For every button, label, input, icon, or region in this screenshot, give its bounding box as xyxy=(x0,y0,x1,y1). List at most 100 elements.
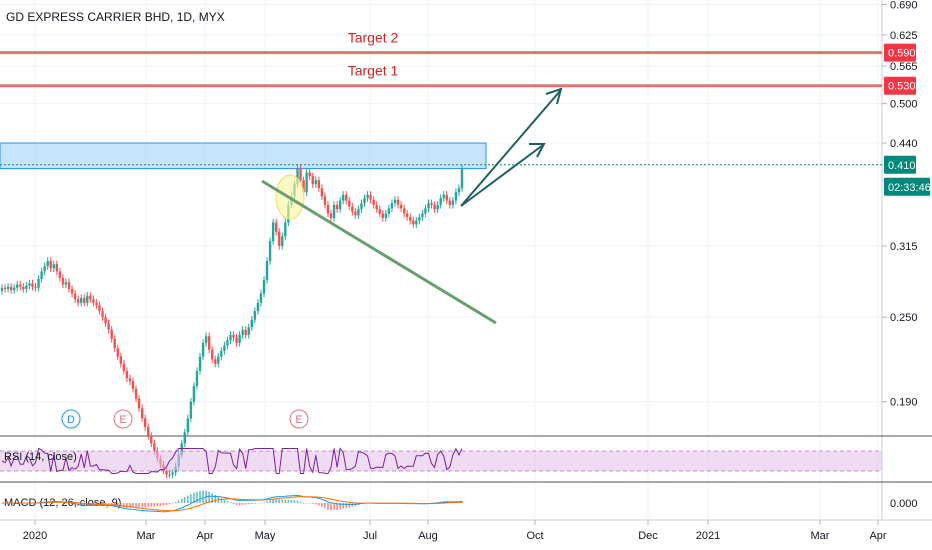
candle-body xyxy=(311,176,314,185)
macd-histogram-bar xyxy=(110,503,113,505)
macd-histogram-bar xyxy=(138,503,140,508)
candle-body xyxy=(0,287,4,291)
macd-histogram-bar xyxy=(187,495,189,503)
candle-body xyxy=(409,217,412,221)
macd-histogram-bar xyxy=(266,501,268,503)
candle-body xyxy=(308,172,311,177)
candle-body xyxy=(256,302,260,312)
candle-body xyxy=(43,266,46,272)
macd-histogram-bar xyxy=(226,501,229,503)
price-label-text: 0.590 xyxy=(888,48,916,60)
event-marker-label: D xyxy=(67,414,75,426)
candle-body xyxy=(34,286,37,288)
macd-histogram-bar xyxy=(174,501,177,503)
candle-body xyxy=(329,213,333,218)
candle-body xyxy=(244,329,247,335)
macd-histogram-bar xyxy=(244,503,247,505)
candle-body xyxy=(192,385,196,402)
macd-histogram-bar xyxy=(196,491,198,503)
macd-histogram-bar xyxy=(190,494,192,503)
candle-body xyxy=(259,293,263,303)
arrow-target-2[interactable] xyxy=(460,90,561,207)
candle-body xyxy=(143,418,147,428)
macd-histogram-bar xyxy=(165,503,168,506)
candle-body xyxy=(326,204,330,214)
candle-body xyxy=(220,351,223,357)
candle-body xyxy=(351,206,354,212)
price-tick-label: 0.690 xyxy=(890,0,918,11)
candle-body xyxy=(235,337,238,343)
price-label-box xyxy=(884,76,916,95)
macd-histogram-bar xyxy=(150,503,153,507)
candle-body xyxy=(137,398,141,409)
macd-histogram-bar xyxy=(272,499,274,503)
macd-histogram-bar xyxy=(177,500,180,503)
time-tick-label: Jul xyxy=(363,530,377,542)
price-axis[interactable]: 0.690 0.625 0.565 0.500 0.440 0.315 0.250 0.190 xyxy=(882,0,918,409)
candle-body xyxy=(9,286,13,291)
candle-body xyxy=(40,271,43,279)
macd-histogram-bar xyxy=(98,503,101,505)
candle-body xyxy=(430,203,433,205)
candle-body xyxy=(116,348,119,357)
candle-body xyxy=(460,168,464,189)
candle-body xyxy=(335,204,339,210)
macd-histogram-bar xyxy=(278,499,281,503)
time-tick-label: Oct xyxy=(526,530,543,542)
price-tick-label: 0.500 xyxy=(890,99,918,111)
trendline[interactable] xyxy=(261,179,497,325)
price-tick-label: 0.625 xyxy=(890,30,918,42)
macd-histogram-bar xyxy=(275,498,277,503)
candle-body xyxy=(250,319,254,328)
macd-histogram-bar xyxy=(171,503,174,504)
candle-body xyxy=(104,317,107,324)
candle-body xyxy=(241,329,244,335)
macd-histogram-bar xyxy=(336,503,338,510)
price-label-box xyxy=(884,43,916,62)
macd-histogram-bar xyxy=(208,491,210,503)
candle-body xyxy=(186,418,190,433)
rsi-band xyxy=(0,451,882,471)
target-1-label: Target 1 xyxy=(348,63,399,79)
candle-body xyxy=(320,188,324,197)
macd-histogram-bar xyxy=(223,499,226,503)
macd-histogram-bar xyxy=(257,503,259,504)
candle-body xyxy=(427,203,430,209)
rsi-label: RSI (14, close) xyxy=(4,451,77,463)
candlestick-series xyxy=(0,164,464,479)
candle-body xyxy=(393,199,397,204)
candle-body xyxy=(421,213,424,218)
candle-body xyxy=(150,436,153,444)
candle-body xyxy=(223,345,226,352)
macd-histogram-bar xyxy=(305,503,308,504)
macd-histogram-bar xyxy=(299,501,302,503)
candle-body xyxy=(372,199,375,205)
candle-body xyxy=(399,204,403,209)
macd-histogram-bar xyxy=(287,499,290,503)
candle-body xyxy=(381,213,384,218)
candle-body xyxy=(338,200,342,210)
candle-body xyxy=(86,295,89,303)
candle-body xyxy=(436,204,439,210)
time-axis[interactable]: 2020 Mar Apr May Jul Aug Oct Dec 2021 Mar Apr xyxy=(23,520,887,542)
event-marker-circle[interactable] xyxy=(289,409,309,429)
candle-body xyxy=(317,180,321,189)
candle-body xyxy=(110,329,113,339)
candle-body xyxy=(442,194,445,199)
time-tick-label: Apr xyxy=(196,530,213,542)
candle-body xyxy=(247,327,250,335)
candle-body xyxy=(46,261,49,267)
candle-body xyxy=(433,204,436,210)
time-tick-label: Dec xyxy=(638,530,658,542)
candle-body xyxy=(201,342,205,357)
candle-body xyxy=(3,287,7,289)
price-label-text: 02:33:46 xyxy=(888,182,931,194)
arrow-target-1[interactable] xyxy=(460,144,544,207)
event-marker-circle[interactable] xyxy=(61,409,81,429)
time-tick-label: Aug xyxy=(418,530,438,542)
event-marker-circle[interactable] xyxy=(113,409,133,429)
time-tick-label: May xyxy=(255,530,276,542)
macd-histogram-bar xyxy=(180,498,183,503)
candle-body xyxy=(204,336,208,343)
